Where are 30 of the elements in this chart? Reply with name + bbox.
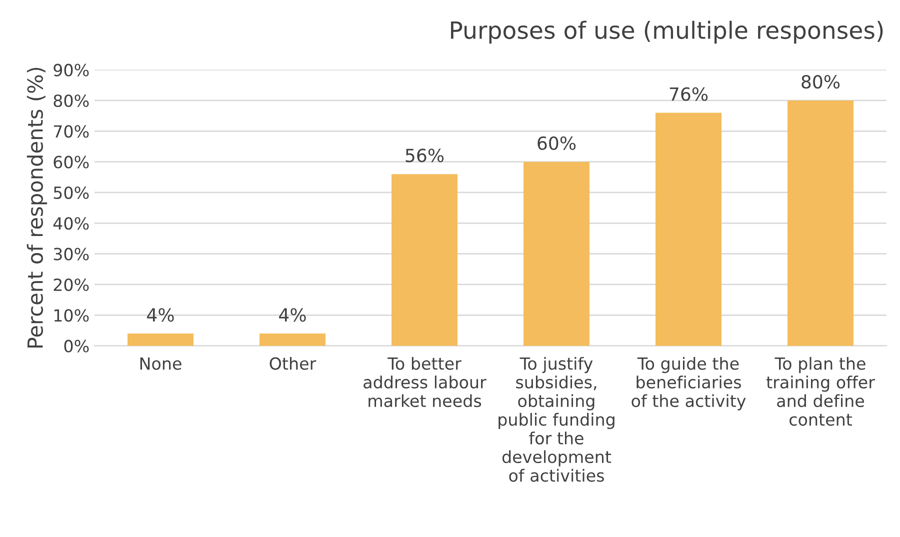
x-tick-label: To guide the beneficiaries of the activity xyxy=(632,356,746,410)
x-tick-label: Other xyxy=(270,356,316,370)
y-tick-label: 70% xyxy=(54,125,89,138)
y-tick-label: 0% xyxy=(64,340,89,352)
y-axis-title: Percent of respondents (%) xyxy=(26,68,48,348)
y-tick-label: 10% xyxy=(54,309,89,322)
bar xyxy=(260,334,326,346)
bar xyxy=(128,334,194,346)
data-label: 4% xyxy=(147,308,174,322)
data-label: 4% xyxy=(279,308,306,322)
data-label: 80% xyxy=(802,74,840,89)
data-label: 60% xyxy=(538,136,576,150)
y-tick-label: 90% xyxy=(54,64,89,76)
x-tick-label: To plan the training offer and define content xyxy=(766,356,875,426)
chart-title: Purposes of use (multiple responses) xyxy=(451,20,883,44)
y-tick-label: 80% xyxy=(54,94,89,108)
y-tick-label: 20% xyxy=(54,278,89,292)
y-tick-label: 40% xyxy=(53,217,89,230)
x-tick-label: To better address labour market needs xyxy=(364,356,486,408)
y-tick-label: 50% xyxy=(54,186,89,200)
x-tick-label: To justify subsidies, obtaining public funding for the development of activities xyxy=(498,356,614,482)
bar xyxy=(524,162,590,346)
data-label: 56% xyxy=(406,148,444,162)
y-tick-label: 30% xyxy=(54,248,89,260)
y-tick-label: 60% xyxy=(54,156,89,168)
bar xyxy=(392,174,458,346)
data-label: 76% xyxy=(670,87,708,101)
bar xyxy=(788,100,854,346)
bar xyxy=(656,112,722,346)
x-tick-label: None xyxy=(140,357,182,370)
